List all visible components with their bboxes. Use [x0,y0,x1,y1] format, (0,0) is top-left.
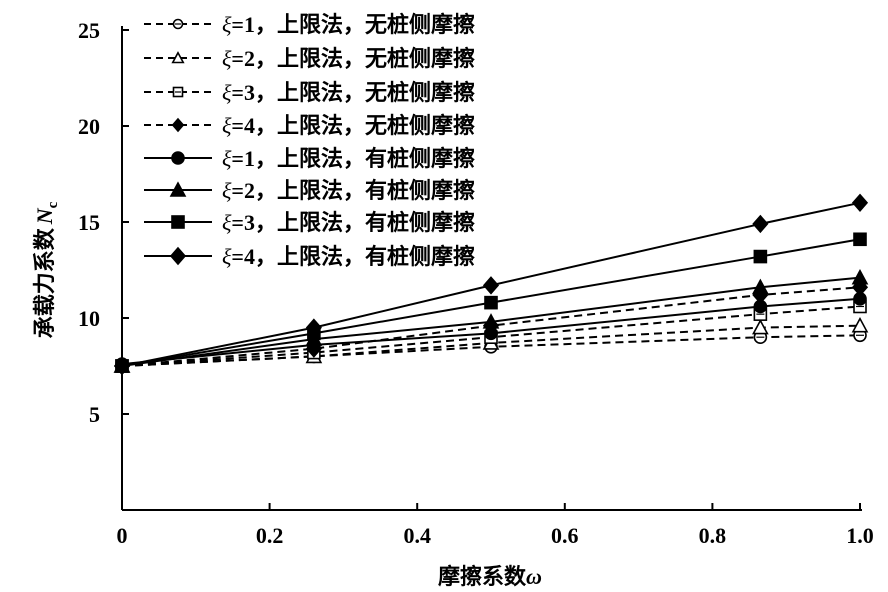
y-axis-label: 承载力系数Nc [32,201,61,338]
y-tick-label: 5 [89,402,100,427]
legend-symbol: ξ [222,12,232,37]
triangle-marker [851,268,869,285]
x-tick-label: 0.6 [551,523,579,548]
y-tick-label: 20 [78,114,100,139]
x-tick-label: 1.0 [846,523,874,548]
diamond-marker [305,318,322,337]
circle-marker [484,326,498,341]
triangle-marker [752,318,769,335]
legend-item: ξ=1，上限法，无桩侧摩擦 [144,12,475,37]
legend-text: =1，上限法，无桩侧摩擦 [231,12,475,37]
x-axis-label: 摩擦系数ω [438,564,542,589]
legend-label: ξ=3，上限法，有桩侧摩擦 [222,210,475,235]
series-8 [113,193,869,376]
legend-text: =3，上限法，无桩侧摩擦 [231,80,475,105]
legend-symbol: ξ [222,178,232,203]
legend-symbol: ξ [222,244,232,269]
legend-item: ξ=3，上限法，有桩侧摩擦 [144,210,475,235]
diamond-marker [113,356,131,376]
x-tick-label: 0 [117,523,128,548]
square-marker [853,232,867,247]
legend-item: ξ=2，上限法，有桩侧摩擦 [144,178,475,203]
legend-text: =4，上限法，无桩侧摩擦 [231,113,475,138]
triangle-marker [851,316,869,333]
square-marker [484,295,498,310]
legend-symbol: ξ [222,146,232,171]
legend-text: =2，上限法，无桩侧摩擦 [231,46,475,71]
square-marker [171,215,185,229]
legend-label: ξ=3，上限法，无桩侧摩擦 [222,80,475,105]
diamond-marker [169,246,187,266]
x-tick-label: 0.4 [403,523,431,548]
legend-text: =2，上限法，有桩侧摩擦 [231,178,475,203]
legend-item: ξ=1，上限法，有桩侧摩擦 [144,146,475,171]
legend-label: ξ=4，上限法，有桩侧摩擦 [222,244,475,269]
circle-marker [171,151,185,165]
legend-label: ξ=4，上限法，无桩侧摩擦 [222,113,475,138]
legend-symbol: ξ [222,210,232,235]
triangle-marker [171,51,185,64]
triangle-marker [752,278,769,295]
legend-item: ξ=4，上限法，无桩侧摩擦 [144,113,475,138]
legend-item: ξ=4，上限法，有桩侧摩擦 [144,244,475,269]
y-tick-label: 10 [78,306,100,331]
diamond-marker [482,276,500,295]
legend-text: =3，上限法，有桩侧摩擦 [231,210,475,235]
series-group [113,193,869,376]
legend-label: ξ=1，上限法，有桩侧摩擦 [222,146,475,171]
triangle-marker [482,313,500,329]
legend-text: =4，上限法，有桩侧摩擦 [231,244,475,269]
axes: 5 10 15 20 25 0 0.2 0.4 0.6 0.8 1.0 [78,18,874,548]
square-marker [753,249,768,264]
diamond-marker [752,214,769,234]
y-tick-label: 25 [78,18,100,43]
legend-label: ξ=1，上限法，无桩侧摩擦 [222,12,475,37]
diamond-marker [851,193,869,213]
legend-text: =1，上限法，有桩侧摩擦 [231,146,475,171]
legend-item: ξ=3，上限法，无桩侧摩擦 [144,80,475,105]
legend-label: ξ=2，上限法，无桩侧摩擦 [222,46,475,71]
legend-symbol: ξ [222,113,232,138]
circle-marker [853,291,867,306]
legend-symbol: ξ [222,80,232,105]
y-tick-label: 15 [78,210,100,235]
legend-label: ξ=2，上限法，有桩侧摩擦 [222,178,475,203]
x-tick-label: 0.2 [256,523,284,548]
circle-marker [753,299,768,314]
legend-item: ξ=2，上限法，无桩侧摩擦 [144,46,475,71]
legend-symbol: ξ [222,46,232,71]
x-tick-label: 0.8 [699,523,727,548]
legend: ξ=1，上限法，无桩侧摩擦ξ=2，上限法，无桩侧摩擦ξ=3，上限法，无桩侧摩擦ξ… [144,12,475,269]
diamond-marker [171,117,185,133]
triangle-marker [169,181,187,197]
